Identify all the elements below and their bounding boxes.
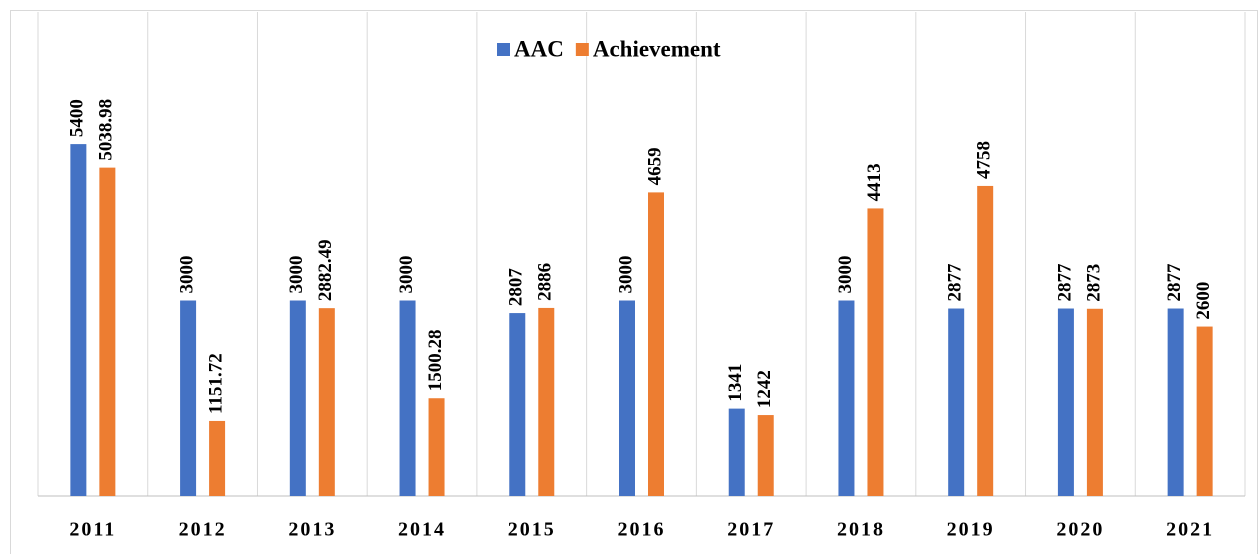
legend-label: AAC [514,36,564,61]
data-label: 2886 [535,263,556,301]
data-label: 2877 [1164,263,1185,302]
x-tick-label: 2012 [179,519,227,541]
x-tick-label: 2021 [1166,519,1214,541]
bar [1086,308,1103,496]
data-label: 2807 [506,268,527,307]
bar [318,308,335,496]
bar [428,398,445,496]
bar [838,300,855,496]
bar [209,420,226,496]
bar [180,300,197,496]
bar [70,144,87,496]
x-tick-label: 2019 [947,519,995,541]
data-label: 2877 [1054,263,1075,302]
data-label: 3000 [286,256,307,294]
x-tick-label: 2014 [398,519,446,541]
x-tick-label: 2018 [837,519,885,541]
data-label: 1151.72 [205,353,226,414]
data-label: 5400 [67,99,88,137]
data-label: 4413 [864,163,885,201]
x-tick-label: 2020 [1056,519,1104,541]
chart-frame [10,10,1258,554]
bar [509,313,526,496]
bar [538,307,555,496]
data-label: 4659 [644,147,665,185]
x-tick-label: 2013 [288,519,336,541]
data-label: 3000 [396,256,417,294]
data-label: 2882.49 [315,239,336,301]
bar [1057,308,1074,496]
data-label: 1500.28 [425,329,446,391]
x-tick-label: 2015 [508,519,556,541]
bar [648,192,664,497]
bar [1167,308,1184,496]
bar [728,408,745,496]
data-label: 1341 [725,364,746,402]
data-label: 4758 [974,141,995,179]
bar [399,300,416,496]
x-tick-label: 2011 [69,519,116,541]
bar [619,300,635,496]
data-label: 5038.98 [96,99,117,161]
legend-swatch [497,43,510,56]
bar [757,415,774,496]
data-label: 3000 [615,256,636,294]
data-label: 3000 [176,256,197,294]
bar [977,185,994,496]
data-label: 2600 [1193,282,1214,320]
bar [867,208,884,496]
data-label: 2877 [945,263,966,302]
bar [99,167,116,496]
x-tick-label: 2016 [618,519,666,541]
legend-swatch [575,43,589,56]
bar [1196,326,1213,496]
data-label: 3000 [835,256,856,294]
legend-label: Achievement [593,36,721,61]
bar [948,308,965,496]
data-label: 2873 [1083,264,1104,302]
bar [289,300,306,496]
x-tick-label: 2017 [727,519,775,541]
data-label: 1242 [754,370,775,408]
